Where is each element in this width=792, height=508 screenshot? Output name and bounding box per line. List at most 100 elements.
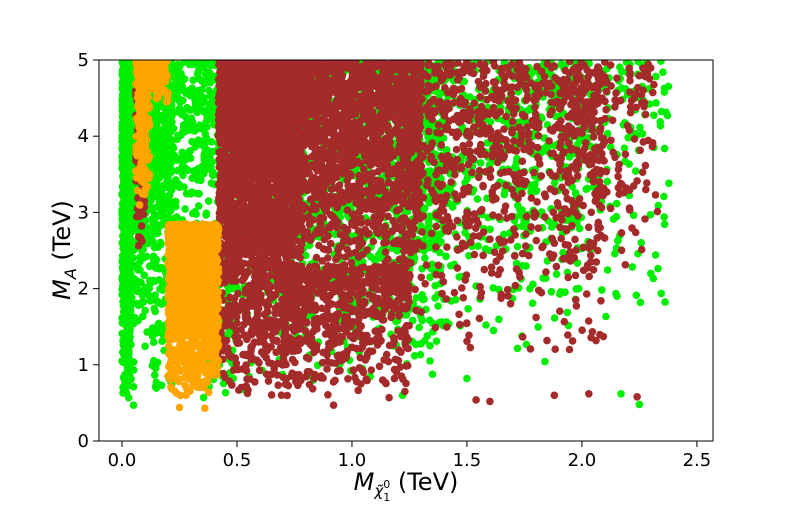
data-point [634,60,642,66]
data-point [146,225,155,234]
data-point [179,127,187,135]
data-point [529,280,537,289]
data-point [120,212,128,221]
data-point [185,147,193,156]
data-point [659,68,667,76]
data-point [121,332,130,341]
data-point [611,249,619,258]
data-point [137,222,146,230]
data-point [123,380,131,388]
data-point [120,198,128,207]
data-point [181,205,189,213]
data-point [141,306,149,315]
data-point [155,186,164,194]
data-point [207,109,215,117]
data-point [176,154,185,163]
data-point [204,197,213,205]
data-point [202,209,211,217]
data-point [612,199,621,208]
data-point [194,136,202,144]
data-point [167,151,176,160]
data-point [486,118,495,126]
data-point [192,210,200,218]
data-point [172,202,180,211]
data-point [657,60,665,65]
data-point [660,144,669,153]
data-point [660,213,668,221]
data-point [603,177,612,186]
data-point [657,289,665,298]
data-point [556,288,565,296]
data-point [190,87,199,96]
data-point [463,374,471,383]
data-point [130,366,138,374]
data-point [473,195,482,203]
data-point [120,118,129,126]
data-point [514,201,522,210]
data-point [432,337,441,346]
data-point [602,312,610,321]
data-point [660,220,669,229]
data-point [650,111,658,120]
data-point [149,252,158,261]
data-point [486,225,494,234]
data-point [227,283,235,292]
data-point [500,190,509,199]
data-point [160,192,169,200]
data-point [426,357,434,365]
data-point [118,137,126,145]
data-point [150,262,159,270]
data-point [193,176,202,184]
data-point [198,123,206,132]
data-point [169,144,178,152]
data-point [410,352,419,360]
data-point [151,307,159,316]
data-point [221,388,230,397]
data-point [118,160,127,168]
data-point [186,106,194,114]
data-point [121,287,130,296]
data-point [631,167,640,175]
data-point [612,212,621,221]
data-point [184,166,192,174]
data-point [547,288,556,296]
data-point [154,174,162,183]
data-point [647,269,655,278]
data-point [614,236,622,245]
data-point [129,383,138,391]
data-point [195,74,203,83]
data-point [154,243,162,251]
data-point [120,125,128,134]
data-point [121,67,130,75]
data-point [157,144,166,152]
data-point [194,68,202,76]
data-point [419,295,427,304]
data-point [617,390,625,398]
data-point [582,185,590,193]
data-point [131,278,139,287]
data-point [193,108,201,116]
data-point [513,344,522,353]
data-point [135,208,144,216]
data-point [167,127,175,135]
data-point [495,315,503,324]
data-point [188,188,196,196]
data-point [186,126,194,134]
data-point [534,323,542,331]
data-point [172,76,180,84]
data-point [180,183,188,191]
data-point [442,252,450,261]
data-point [150,371,159,379]
data-point [118,264,127,273]
data-point [660,192,668,201]
data-point [156,285,164,293]
data-point [528,299,537,308]
data-point [149,192,157,201]
data-point [575,224,584,233]
data-point [134,241,143,250]
data-point [481,245,490,253]
data-point [129,254,137,262]
data-point [665,179,673,188]
data-point [128,294,136,302]
